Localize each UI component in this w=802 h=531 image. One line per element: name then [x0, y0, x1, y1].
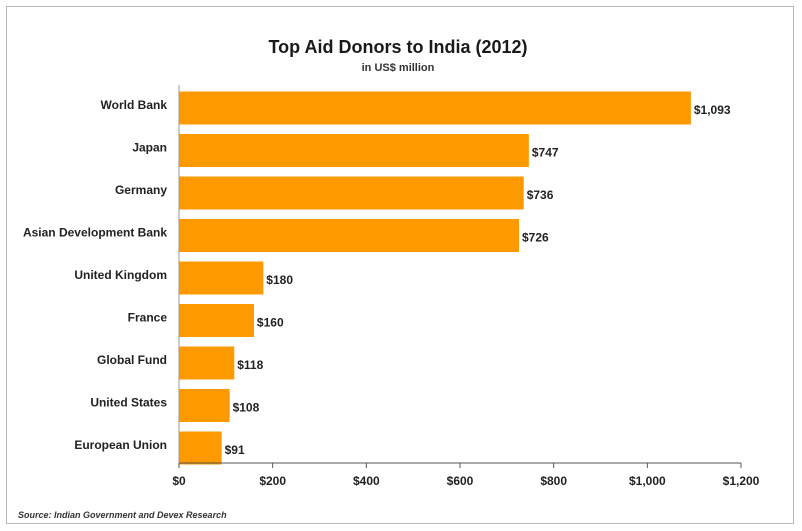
category-label-united-kingdom: United Kingdom: [74, 268, 167, 282]
bar-united-states: [179, 389, 230, 422]
source-note: Source: Indian Government and Devex Rese…: [18, 510, 227, 520]
data-label-germany: $736: [527, 188, 554, 202]
bar-european-union: [179, 431, 222, 465]
category-label-france: France: [128, 311, 168, 325]
x-tick-label-800: $800: [540, 474, 567, 488]
bar-world-bank: [179, 91, 691, 125]
bar-germany: [179, 176, 524, 210]
data-label-world-bank: $1,093: [694, 103, 731, 117]
category-label-asian-development-bank: Asian Development Bank: [23, 226, 167, 240]
data-label-united-kingdom: $180: [266, 273, 293, 287]
chart-title: Top Aid Donors to India (2012): [268, 37, 527, 57]
x-tick-label-1200: $1,200: [723, 474, 760, 488]
data-label-france: $160: [257, 316, 284, 330]
category-label-germany: Germany: [115, 183, 167, 197]
data-label-japan: $747: [532, 146, 559, 160]
category-label-united-states: United States: [90, 396, 167, 410]
x-tick-label-200: $200: [259, 474, 286, 488]
category-label-world-bank: World Bank: [101, 98, 168, 112]
x-tick-label-400: $400: [353, 474, 380, 488]
data-label-european-union: $91: [225, 443, 245, 457]
bar-france: [179, 304, 254, 337]
category-label-european-union: European Union: [74, 438, 167, 452]
category-label-global-fund: Global Fund: [97, 353, 167, 367]
chart-subtitle: in US$ million: [362, 62, 435, 74]
x-axis: $0 $200 $400 $600 $800 $1,000 $1,200: [172, 85, 760, 488]
bars-group: World Bank $1,093 Japan $747 Germany $736 Asia…: [23, 91, 731, 465]
bar-global-fund: [179, 346, 235, 380]
x-tick-label-0: $0: [172, 474, 186, 488]
bar-asian-development-bank: [179, 219, 520, 252]
data-label-asian-development-bank: $726: [522, 231, 549, 245]
data-label-global-fund: $118: [237, 358, 263, 372]
x-tick-label-1000: $1,000: [629, 474, 666, 488]
bar-united-kingdom: [179, 261, 264, 295]
data-label-united-states: $108: [233, 401, 260, 415]
category-label-japan: Japan: [132, 141, 167, 155]
bar-japan: [179, 134, 529, 167]
x-tick-label-600: $600: [447, 474, 474, 488]
